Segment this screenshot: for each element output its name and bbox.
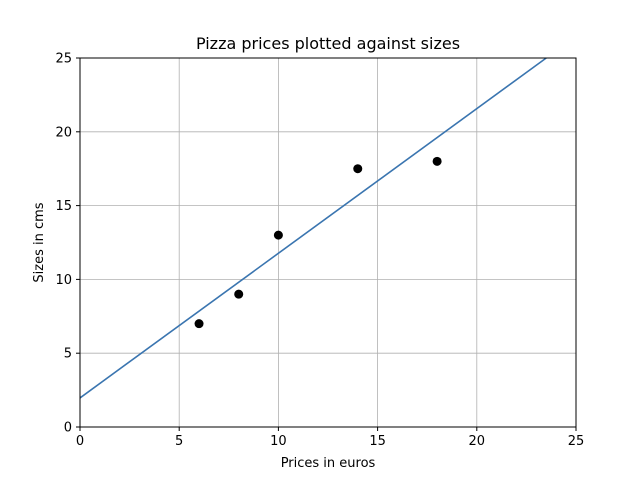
data-point	[234, 289, 244, 299]
y-tick-label: 5	[64, 347, 72, 362]
x-tick-label: 0	[76, 434, 84, 449]
x-axis-label: Prices in euros	[281, 456, 376, 471]
x-tick-label: 20	[469, 434, 486, 449]
regression-line	[79, 57, 547, 399]
y-tick-label: 20	[55, 125, 72, 140]
data-point	[273, 230, 283, 240]
y-tick-label: 10	[55, 273, 72, 288]
y-axis-label: Sizes in cms	[32, 202, 47, 282]
y-tick-label: 15	[55, 199, 72, 214]
data-point	[194, 319, 204, 329]
chart-title: Pizza prices plotted against sizes	[196, 34, 460, 53]
x-tick-label: 15	[369, 434, 386, 449]
x-tick-label: 10	[270, 434, 287, 449]
x-tick-label: 25	[568, 434, 585, 449]
y-tick-label: 0	[64, 421, 72, 436]
y-tick-label: 25	[55, 52, 72, 67]
data-point	[353, 164, 363, 174]
tick-layer: 0 5 10 15 20 25 0 5 10 15 20 25	[55, 52, 584, 450]
data-point	[432, 156, 442, 166]
x-tick-label: 5	[175, 434, 183, 449]
axes-frame	[79, 57, 577, 428]
plot-layer	[79, 57, 547, 399]
